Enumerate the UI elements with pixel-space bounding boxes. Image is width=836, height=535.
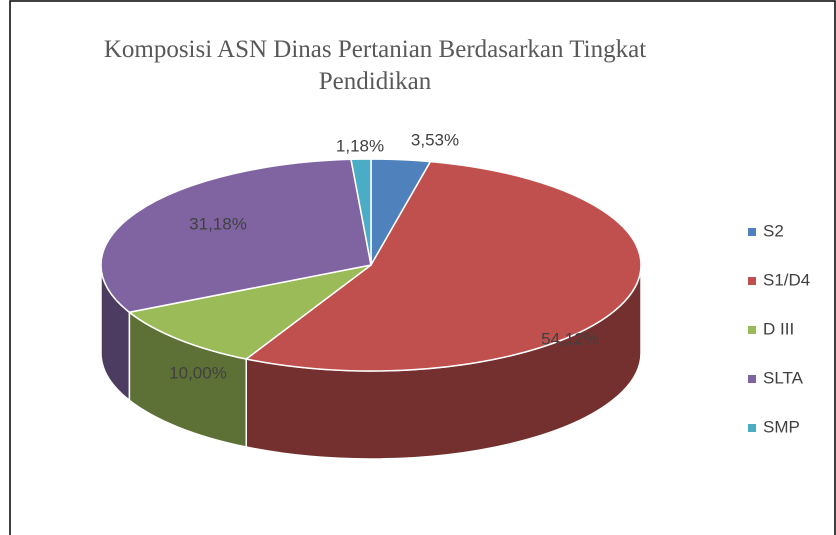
data-label: 31,18% — [189, 214, 247, 233]
slice — [350, 158, 372, 266]
legend-swatch — [748, 277, 756, 285]
legend-label: D III — [763, 319, 794, 338]
legend-label: S2 — [763, 221, 784, 240]
slice — [100, 158, 372, 314]
legend-swatch — [748, 424, 756, 432]
data-label: 54,12% — [541, 329, 599, 348]
legend-label: SLTA — [763, 368, 804, 387]
slice — [244, 160, 642, 372]
legend-swatch — [748, 326, 756, 334]
data-label: 10,00% — [169, 363, 227, 382]
legend-swatch — [748, 228, 756, 236]
legend-label: SMP — [763, 417, 800, 436]
legend-label: S1/D4 — [763, 270, 810, 289]
slice — [127, 264, 372, 360]
data-label: 3,53% — [411, 130, 459, 149]
chart-border — [9, 0, 836, 535]
data-label: 1,18% — [336, 136, 384, 155]
legend-swatch — [748, 375, 756, 383]
chart-title: Komposisi ASN Dinas Pertanian Berdasarka… — [103, 36, 647, 95]
